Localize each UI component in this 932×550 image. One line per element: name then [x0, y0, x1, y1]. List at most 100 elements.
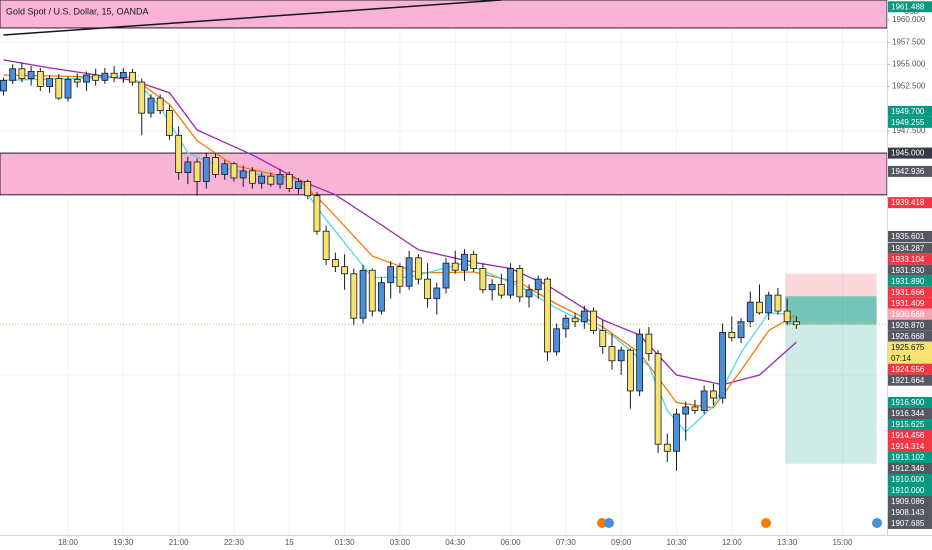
- candle-body: [525, 289, 533, 298]
- price-marker-label: 1912.346: [891, 464, 925, 473]
- price-marker: [888, 363, 932, 375]
- price-marker: [888, 462, 932, 474]
- candle-body: [553, 328, 561, 353]
- candle-body: [83, 74, 90, 83]
- event-icon[interactable]: [761, 518, 771, 528]
- candle-body: [479, 268, 487, 291]
- candle-body: [0, 79, 7, 92]
- candle-body: [184, 161, 192, 174]
- price-marker: [888, 429, 932, 441]
- price-marker-label: 1908.143: [891, 508, 925, 517]
- event-icon[interactable]: [597, 518, 607, 528]
- candle-body: [64, 79, 72, 99]
- x-tick-label: 07:30: [556, 538, 577, 547]
- candle-body: [55, 78, 63, 99]
- candle-body: [414, 257, 422, 280]
- price-marker-label: 1945.000: [891, 149, 925, 158]
- candle-body: [737, 321, 745, 339]
- x-tick-label: 01:30: [335, 538, 356, 547]
- candle-body: [101, 72, 109, 81]
- candle-body: [295, 181, 302, 189]
- price-marker: [888, 231, 932, 243]
- price-marker-label: 1921.664: [891, 376, 925, 385]
- price-marker: [888, 116, 932, 128]
- x-tick-label: 03:00: [390, 538, 411, 547]
- candle-body: [765, 294, 773, 314]
- price-marker-label: 1914.314: [891, 442, 925, 451]
- y-tick-label: 1955.000: [892, 59, 926, 68]
- candle-body: [719, 331, 727, 399]
- x-tick-label: 04:30: [445, 538, 466, 547]
- candle-body: [193, 161, 201, 182]
- price-marker: [888, 165, 932, 177]
- candle-body: [248, 170, 256, 184]
- candle-body: [267, 175, 275, 185]
- price-marker-label: 1913.102: [891, 453, 925, 462]
- candle-body: [166, 110, 173, 136]
- candle-body: [110, 72, 118, 79]
- zone: [0, 152, 887, 196]
- candle-body: [119, 71, 127, 79]
- price-marker-label: 1939.418: [891, 198, 925, 207]
- price-marker-label: 1915.625: [891, 420, 925, 429]
- price-marker: [888, 297, 932, 309]
- candle-body: [691, 406, 699, 411]
- x-tick-label: 21:00: [169, 538, 190, 547]
- price-marker-label: 1909.086: [891, 497, 925, 506]
- price-marker: [888, 308, 932, 320]
- price-marker: [888, 341, 932, 364]
- candle-body: [792, 321, 800, 326]
- event-icon[interactable]: [604, 518, 614, 528]
- candle-body: [147, 97, 155, 114]
- price-marker: [888, 484, 932, 496]
- price-marker: [888, 440, 932, 452]
- candle-body: [654, 353, 662, 445]
- candle-body: [239, 170, 247, 179]
- candle-body: [534, 278, 542, 291]
- event-icon[interactable]: [872, 518, 882, 528]
- candle-body: [221, 163, 229, 175]
- price-marker: [888, 242, 932, 254]
- candle-body: [599, 330, 607, 347]
- price-marker-label: 1926.668: [891, 332, 925, 341]
- price-marker-label: 1931.666: [891, 288, 925, 297]
- price-marker-label: 1910.000: [891, 486, 925, 495]
- candle-body: [405, 257, 413, 287]
- price-marker-label: 1916.344: [891, 409, 925, 418]
- price-marker: [888, 105, 932, 117]
- price-marker: [888, 517, 932, 529]
- price-marker-label: 1942.936: [891, 167, 925, 176]
- x-tick-label: 06:00: [501, 538, 522, 547]
- candle-body: [175, 134, 183, 174]
- plot-area: [0, 0, 887, 535]
- price-marker-label: 1925.675: [891, 343, 925, 352]
- candle-body: [663, 443, 671, 452]
- price-marker: [888, 1, 932, 13]
- x-tick-label: 18:00: [58, 538, 79, 547]
- candle-body: [212, 157, 219, 175]
- candle-body: [673, 413, 680, 452]
- candle-body: [590, 310, 597, 332]
- candle-body: [92, 74, 100, 81]
- price-marker-label: 1928.870: [891, 321, 925, 330]
- x-tick-label: 15:00: [832, 538, 853, 547]
- price-marker: [888, 330, 932, 342]
- currency-label: USD: [904, 9, 919, 16]
- price-marker: [888, 253, 932, 265]
- candle-body: [129, 71, 136, 83]
- x-tick-label: 19:30: [113, 538, 134, 547]
- y-tick-label: 1960.000: [892, 15, 926, 24]
- price-marker-label: 1949.255: [891, 118, 925, 127]
- candle-body: [571, 317, 579, 323]
- y-tick-label: 1952.500: [892, 82, 926, 91]
- price-marker: [888, 418, 932, 430]
- candle-body: [285, 173, 293, 189]
- candle-body: [258, 175, 266, 184]
- price-marker: [888, 451, 932, 463]
- candle-body: [562, 317, 570, 330]
- candle-body: [709, 390, 717, 399]
- price-marker-label: 1910.000: [891, 475, 925, 484]
- price-marker: [888, 407, 932, 419]
- candle-body: [27, 71, 35, 79]
